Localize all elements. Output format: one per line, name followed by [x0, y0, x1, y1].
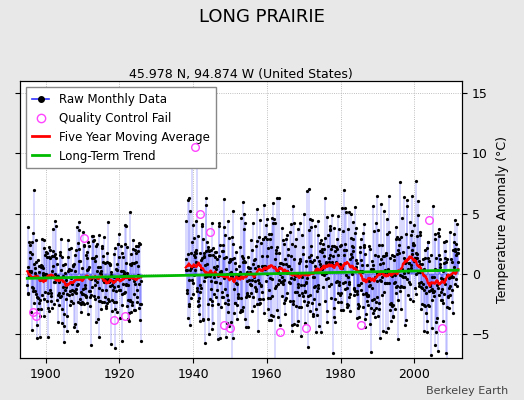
Text: LONG PRAIRIE: LONG PRAIRIE [199, 8, 325, 26]
Text: Berkeley Earth: Berkeley Earth [426, 386, 508, 396]
Y-axis label: Temperature Anomaly (°C): Temperature Anomaly (°C) [496, 136, 509, 303]
Title: 45.978 N, 94.874 W (United States): 45.978 N, 94.874 W (United States) [129, 68, 353, 81]
Legend: Raw Monthly Data, Quality Control Fail, Five Year Moving Average, Long-Term Tren: Raw Monthly Data, Quality Control Fail, … [26, 87, 215, 168]
